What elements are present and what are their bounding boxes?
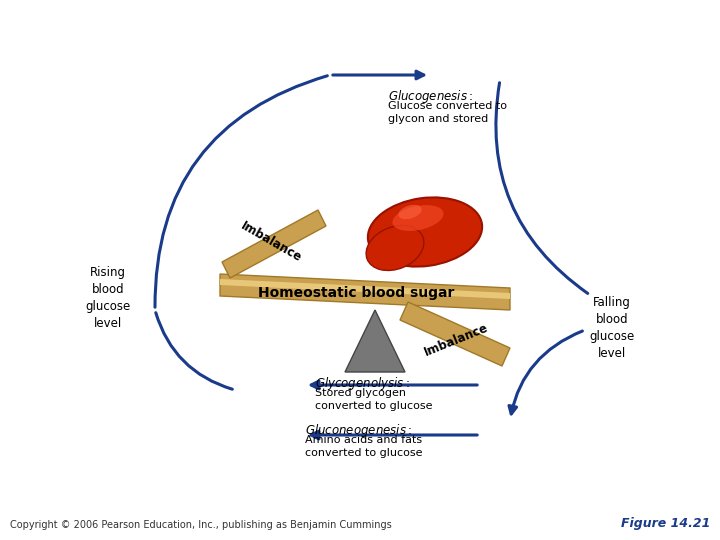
Polygon shape [345, 310, 405, 372]
Ellipse shape [398, 205, 422, 219]
Text: Stored glycogen
converted to glucose: Stored glycogen converted to glucose [315, 388, 433, 411]
Ellipse shape [366, 226, 424, 271]
Text: $\it{Glycogenolysis:}$: $\it{Glycogenolysis:}$ [315, 375, 410, 392]
Polygon shape [220, 279, 510, 299]
Text: Homeostatic blood sugar: Homeostatic blood sugar [258, 286, 454, 300]
Ellipse shape [392, 205, 444, 231]
Ellipse shape [368, 198, 482, 267]
Text: $\it{Gluconeogenesis:}$: $\it{Gluconeogenesis:}$ [305, 422, 412, 439]
Text: Imbalance: Imbalance [238, 219, 304, 265]
Text: Copyright © 2006 Pearson Education, Inc., publishing as Benjamin Cummings: Copyright © 2006 Pearson Education, Inc.… [10, 520, 392, 530]
Text: Imbalance: Imbalance [422, 321, 490, 359]
Polygon shape [400, 302, 510, 366]
Polygon shape [220, 274, 510, 310]
Text: Glucose converted to
glycon and stored: Glucose converted to glycon and stored [388, 101, 507, 124]
Text: Falling
blood
glucose
level: Falling blood glucose level [590, 296, 634, 360]
Text: Amino acids and fats
converted to glucose: Amino acids and fats converted to glucos… [305, 435, 423, 458]
Text: Rising
blood
glucose
level: Rising blood glucose level [86, 266, 130, 330]
Polygon shape [222, 210, 326, 278]
Text: $\it{Glucogenesis:}$: $\it{Glucogenesis:}$ [388, 88, 473, 105]
Text: Figure 14.21: Figure 14.21 [621, 517, 710, 530]
